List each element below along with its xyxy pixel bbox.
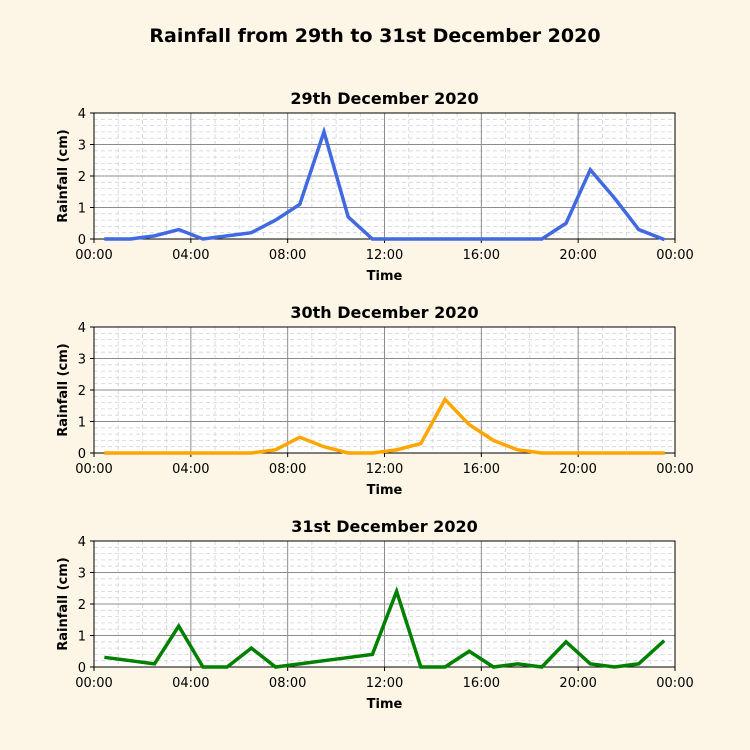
panel-1: 00:00 04:00 08:00 12:00 16:00 20:00 00:0001234… [56, 89, 694, 284]
x-tick-label: 16:00 [463, 248, 500, 263]
y-tick-label: 4 [78, 535, 86, 550]
panel-2: 00:00 04:00 08:00 12:00 16:00 20:00 00:0001234… [56, 303, 694, 498]
rainfall-series-line [104, 125, 666, 242]
x-axis-label: Time [367, 269, 403, 284]
x-tick-label: 16:00 [463, 676, 500, 691]
x-axis-label: Time [367, 697, 403, 712]
x-tick-label: 00:00 [75, 676, 112, 691]
y-tick-label: 0 [78, 661, 86, 676]
x-tick-label: 20:00 [559, 248, 596, 263]
y-tick-label: 1 [78, 416, 86, 431]
y-tick-label: 0 [78, 233, 86, 248]
panel-3: 00:00 04:00 08:00 12:00 16:00 20:00 00:0001234… [56, 517, 694, 712]
chart-panels: 00:00 04:00 08:00 12:00 16:00 20:00 00:0001234… [56, 89, 694, 712]
x-tick-label: 04:00 [172, 248, 209, 263]
y-tick-label: 3 [78, 353, 86, 368]
panel-title: 30th December 2020 [290, 303, 478, 322]
x-tick-label: 00:00 [656, 248, 693, 263]
y-tick-label: 0 [78, 447, 86, 462]
y-axis-label: Rainfall (cm) [56, 129, 71, 223]
x-tick-label: 08:00 [269, 248, 306, 263]
x-tick-label: 20:00 [559, 676, 596, 691]
x-tick-label: 20:00 [559, 462, 596, 477]
figure-title: Rainfall from 29th to 31st December 2020 [149, 25, 600, 47]
y-tick-label: 4 [78, 107, 86, 122]
x-tick-label: 08:00 [269, 676, 306, 691]
y-tick-label: 2 [78, 384, 86, 399]
y-tick-label: 1 [78, 630, 86, 645]
x-tick-label: 16:00 [463, 462, 500, 477]
y-tick-label: 2 [78, 170, 86, 185]
y-axis-label: Rainfall (cm) [56, 557, 71, 651]
y-tick-label: 2 [78, 598, 86, 613]
y-tick-label: 1 [78, 202, 86, 217]
x-tick-label: 12:00 [366, 676, 403, 691]
panel-title: 29th December 2020 [290, 89, 478, 108]
rainfall-series-line [104, 586, 666, 669]
x-tick-label: 12:00 [366, 462, 403, 477]
x-tick-label: 04:00 [172, 462, 209, 477]
x-tick-label: 00:00 [656, 462, 693, 477]
x-tick-label: 08:00 [269, 462, 306, 477]
x-tick-label: 00:00 [656, 676, 693, 691]
y-axis-label: Rainfall (cm) [56, 343, 71, 437]
y-tick-label: 3 [78, 567, 86, 582]
rainfall-series-line [104, 396, 665, 455]
x-tick-label: 00:00 [75, 248, 112, 263]
panel-title: 31st December 2020 [291, 517, 477, 536]
x-axis-label: Time [367, 483, 403, 498]
y-tick-label: 4 [78, 321, 86, 336]
x-tick-label: 12:00 [366, 248, 403, 263]
x-tick-label: 04:00 [172, 676, 209, 691]
x-tick-label: 00:00 [75, 462, 112, 477]
y-tick-label: 3 [78, 139, 86, 154]
